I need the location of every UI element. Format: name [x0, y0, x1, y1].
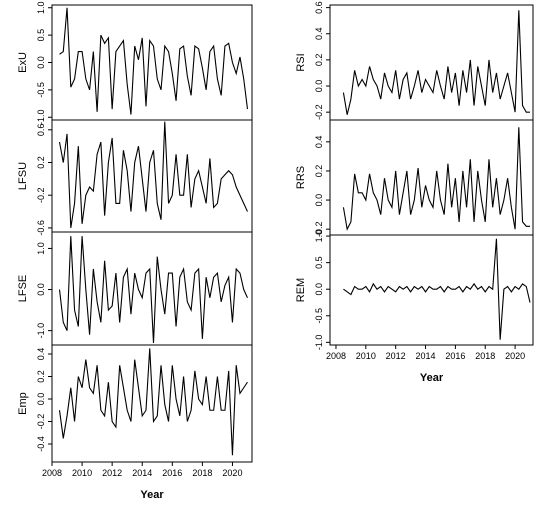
y-axis-label: RRS — [295, 166, 307, 189]
x-tick-label: 2008 — [42, 468, 62, 478]
y-axis-label: RSI — [295, 53, 307, 71]
y-tick-label: -0.6 — [36, 220, 46, 236]
y-tick-label: -0.2 — [314, 221, 324, 237]
y-tick-label: 0.2 — [36, 156, 46, 169]
y-tick-label: -1.0 — [36, 323, 46, 339]
y-tick-label: -0.4 — [36, 436, 46, 452]
y-tick-label: 0.6 — [314, 1, 324, 14]
y-axis-label: Emp — [17, 392, 29, 415]
y-tick-label: -0.2 — [314, 104, 324, 120]
y-tick-label: -1.0 — [314, 335, 324, 351]
y-tick-label: -0.5 — [314, 308, 324, 324]
x-tick-label: 2014 — [416, 351, 436, 361]
y-tick-label: 0.4 — [314, 136, 324, 149]
y-tick-label: 0.0 — [314, 80, 324, 93]
y-tick-label: 0.2 — [314, 54, 324, 67]
y-tick-label: -0.2 — [36, 187, 46, 203]
y-tick-label: 1.0 — [314, 230, 324, 243]
x-tick-label: 2020 — [222, 468, 242, 478]
data-line — [58, 348, 248, 456]
x-axis-label: Year — [420, 372, 444, 384]
y-tick-label: 0.2 — [36, 370, 46, 383]
x-tick-label: 2010 — [72, 468, 92, 478]
panel-frame — [51, 4, 253, 121]
data-line — [58, 121, 248, 228]
y-axis-label: LFSU — [17, 162, 29, 190]
data-line — [342, 127, 531, 231]
x-tick-label: 2016 — [445, 351, 465, 361]
y-tick-label: 1.0 — [36, 242, 46, 255]
y-tick-label: 0.4 — [314, 27, 324, 40]
y-axis-label: LFSE — [17, 275, 29, 303]
y-tick-label: 0.0 — [36, 393, 46, 406]
y-tick-label: 0.2 — [314, 165, 324, 178]
x-tick-label: 2012 — [386, 351, 406, 361]
data-line — [342, 10, 531, 115]
y-tick-label: 0.0 — [36, 56, 46, 69]
y-tick-label: 0.0 — [314, 283, 324, 296]
panel-frame — [329, 234, 534, 346]
x-tick-label: 2016 — [162, 468, 182, 478]
y-tick-label: 0.4 — [36, 348, 46, 361]
x-tick-label: 2010 — [356, 351, 376, 361]
y-tick-label: -1.0 — [36, 110, 46, 126]
data-line — [59, 7, 249, 115]
x-tick-label: 2012 — [102, 468, 122, 478]
x-tick-label: 2008 — [326, 351, 346, 361]
y-tick-label: 0.6 — [36, 124, 46, 137]
x-tick-label: 2020 — [505, 351, 525, 361]
y-tick-label: -0.2 — [36, 414, 46, 430]
x-tick-label: 2018 — [192, 468, 212, 478]
y-tick-label: 1.0 — [36, 1, 46, 14]
panel-frame — [329, 119, 534, 236]
y-tick-label: 0.5 — [36, 29, 46, 42]
y-tick-label: 0.0 — [36, 283, 46, 296]
data-line — [58, 236, 248, 343]
x-axis-label: Year — [140, 489, 164, 501]
y-tick-label: 0.5 — [314, 256, 324, 269]
panel-frame — [329, 4, 534, 121]
data-line — [343, 238, 531, 340]
x-tick-label: 2018 — [475, 351, 495, 361]
y-axis-label: REM — [295, 278, 307, 302]
panel-frame — [51, 344, 253, 463]
y-tick-label: 0.0 — [314, 194, 324, 207]
y-tick-label: -0.5 — [36, 82, 46, 98]
x-tick-label: 2014 — [132, 468, 152, 478]
y-axis-label: ExU — [17, 52, 29, 73]
